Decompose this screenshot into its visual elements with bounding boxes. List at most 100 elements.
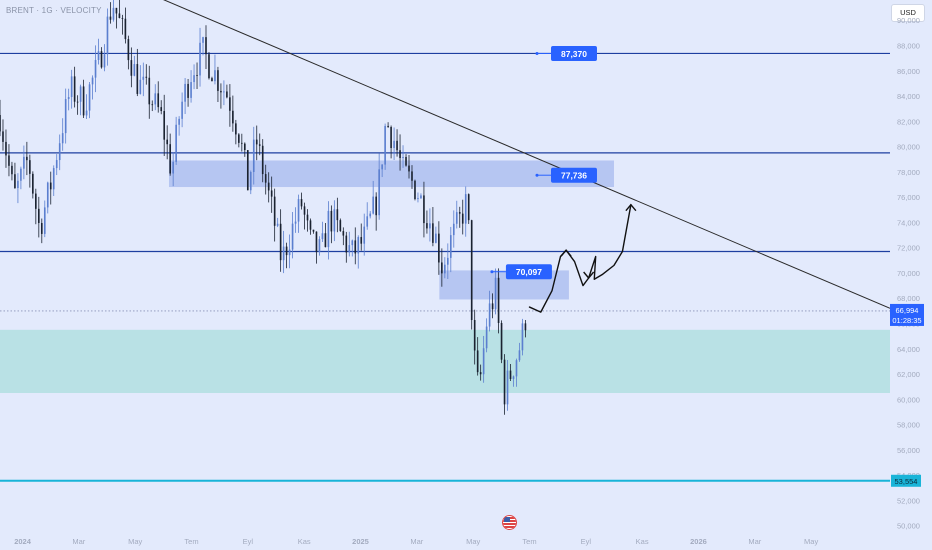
candle-body-136 (405, 156, 407, 166)
candle-body-50 (148, 77, 151, 105)
target-70097-dot (490, 270, 494, 274)
projection-arrowhead-down (583, 271, 595, 280)
candle-body-119 (354, 240, 357, 254)
candle-body-78 (232, 110, 234, 124)
y-tick-label: 64,000 (897, 345, 920, 354)
candle-body-68 (202, 37, 204, 43)
candle-body-106 (315, 231, 318, 253)
candle-body-112 (333, 209, 336, 232)
candle-body-83 (246, 150, 249, 191)
candle-body-23 (67, 97, 70, 100)
candle-body-54 (160, 107, 163, 112)
candle-body-143 (426, 223, 428, 229)
candle-body-118 (351, 240, 354, 246)
candle-body-13 (37, 208, 40, 224)
candle-body-86 (255, 139, 258, 145)
candle-body-120 (357, 237, 360, 254)
candle-body-153 (455, 212, 458, 224)
candle-body-170 (506, 370, 509, 405)
descending-trendline (163, 0, 891, 309)
candle-body-144 (429, 223, 431, 229)
candle-body-47 (139, 79, 142, 94)
candle-body-30 (88, 84, 91, 111)
y-tick-label: 70,000 (897, 269, 920, 278)
x-tick-label: May (128, 537, 142, 546)
candle-body-108 (321, 233, 324, 240)
candle-body-91 (270, 190, 273, 197)
candle-body-15 (43, 207, 46, 234)
candle-body-156 (464, 194, 467, 224)
candle-body-117 (348, 245, 351, 253)
candle-body-0 (0, 114, 1, 132)
candle-body-85 (252, 139, 255, 173)
candle-body-141 (420, 195, 422, 199)
candle-body-160 (476, 350, 479, 373)
candle-body-70 (208, 54, 210, 79)
candle-body-37 (109, 16, 112, 20)
candle-body-107 (318, 239, 321, 253)
supply-zone (168, 160, 614, 188)
candle-body-92 (273, 196, 276, 226)
candle-body-124 (369, 213, 372, 217)
candle-body-167 (497, 277, 500, 323)
candle-body-87 (258, 144, 261, 146)
candle-body-133 (396, 140, 398, 151)
candle-body-49 (145, 76, 148, 78)
candle-body-147 (438, 233, 440, 263)
candle-body-18 (52, 168, 55, 190)
candle-body-138 (411, 171, 413, 181)
target-70097-label: 70,097 (516, 267, 542, 277)
candle-body-21 (61, 133, 64, 144)
candle-body-59 (175, 124, 177, 162)
x-tick-label: Mar (748, 537, 761, 546)
candle-body-9 (26, 156, 28, 161)
candle-body-77 (229, 97, 231, 111)
demand-zone (0, 329, 890, 393)
candle-body-149 (444, 264, 446, 274)
candle-body-157 (467, 194, 470, 221)
candle-body-128 (381, 164, 383, 170)
candle-body-174 (518, 350, 521, 361)
candle-body-90 (267, 182, 270, 191)
candle-body-164 (488, 303, 491, 327)
candle-body-33 (97, 51, 100, 61)
candle-body-20 (58, 143, 61, 161)
candle-body-28 (82, 86, 85, 116)
candle-body-172 (512, 376, 515, 379)
candle-body-109 (324, 233, 327, 248)
candle-body-151 (449, 235, 452, 258)
candle-body-22 (64, 99, 67, 134)
candle-body-55 (163, 111, 166, 140)
candle-body-44 (130, 60, 133, 76)
candle-body-110 (327, 210, 330, 248)
candle-body-12 (35, 193, 37, 209)
y-tick-label: 90,000 (897, 16, 920, 25)
candle-body-56 (166, 139, 169, 145)
candle-body-105 (312, 229, 315, 232)
support-price-tag (891, 474, 921, 487)
candle-body-175 (521, 323, 524, 351)
candle-body-26 (76, 101, 79, 103)
candle-body-2 (5, 141, 7, 156)
candle-body-36 (106, 16, 109, 55)
candle-body-101 (300, 199, 303, 207)
x-tick-label: Kas (298, 537, 311, 546)
y-tick-label: 72,000 (897, 244, 920, 253)
candle-body-159 (473, 320, 476, 351)
candle-body-132 (393, 140, 395, 149)
candle-body-158 (470, 220, 473, 321)
candle-body-163 (485, 326, 488, 349)
us-flag-icon[interactable] (502, 515, 517, 530)
y-tick-label: 68,000 (897, 294, 920, 303)
currency-button[interactable]: USD (891, 4, 925, 22)
candle-body-121 (360, 237, 363, 244)
candle-body-53 (157, 93, 160, 108)
y-tick-label: 84,000 (897, 92, 920, 101)
candle-body-171 (509, 370, 512, 379)
candle-body-51 (151, 104, 154, 106)
candle-body-114 (339, 220, 342, 232)
candle-body-31 (91, 77, 94, 85)
candle-body-60 (178, 118, 180, 125)
candle-body-1 (2, 131, 4, 142)
